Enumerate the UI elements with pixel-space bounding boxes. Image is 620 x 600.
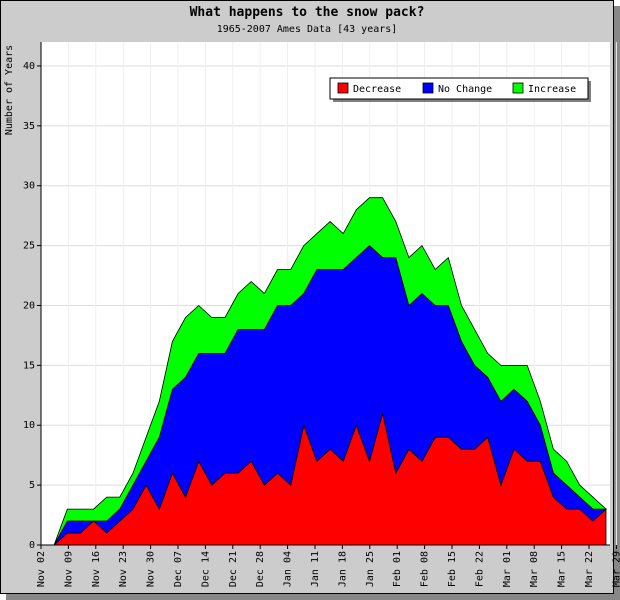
y-axis-label: Number of Years — [4, 45, 15, 135]
y-tick-label: 20 — [23, 300, 35, 311]
y-tick-label: 40 — [23, 61, 35, 72]
chart-subtitle: 1965-2007 Ames Data [43 years] — [216, 24, 398, 35]
x-tick-label: Jan 18 — [337, 551, 348, 587]
legend: Decrease No Change Increase — [329, 77, 591, 102]
x-tick-label: Nov 30 — [146, 551, 157, 587]
y-tick-label: 0 — [29, 540, 35, 551]
y-tick-label: 35 — [23, 121, 35, 132]
y-tick-label: 30 — [23, 181, 35, 192]
x-tick-label: Nov 09 — [63, 551, 74, 587]
x-tick-label: Feb 01 — [392, 551, 403, 587]
x-tick-label: Mar 01 — [502, 551, 513, 587]
x-tick-label: Dec 28 — [255, 551, 266, 587]
x-tick-label: Mar 08 — [529, 551, 540, 587]
x-tick-label: Feb 22 — [474, 551, 485, 587]
x-tick-label: Dec 07 — [173, 551, 184, 587]
legend-swatch — [512, 82, 524, 94]
legend-swatch — [422, 82, 434, 94]
y-tick-label: 10 — [23, 420, 35, 431]
chart-title: What happens to the snow pack? — [189, 5, 425, 20]
x-tick-label: Dec 14 — [200, 551, 211, 587]
legend-label: Decrease — [353, 84, 401, 95]
x-tick-label: Nov 02 — [36, 551, 47, 587]
legend-swatch — [337, 82, 349, 94]
area-series — [41, 197, 608, 546]
legend-label: Increase — [528, 84, 576, 95]
x-tick-label: Mar 29 — [611, 551, 620, 587]
y-tick-label: 25 — [23, 241, 35, 252]
x-tick-label: Mar 15 — [557, 551, 568, 587]
legend-box — [329, 77, 589, 100]
x-tick-label: Jan 04 — [283, 551, 294, 587]
x-tick-label: Mar 22 — [584, 551, 595, 587]
x-tick-label: Nov 16 — [91, 551, 102, 587]
series-area-increase — [41, 197, 608, 546]
x-tick-label: Dec 21 — [228, 551, 239, 587]
y-tick-label: 5 — [29, 480, 35, 491]
legend-label: No Change — [438, 84, 492, 95]
axes: 0 5 10 15 20 25 30 35 40 Nov 02 Nov 09 Nov 16 Nov 23… — [23, 42, 620, 587]
x-tick-label: Feb 08 — [420, 551, 431, 587]
x-tick-label: Nov 23 — [118, 551, 129, 587]
x-tick-label: Jan 25 — [365, 551, 376, 587]
x-tick-label: Jan 11 — [310, 551, 321, 587]
x-tick-label: Feb 15 — [447, 551, 458, 587]
y-tick-label: 15 — [23, 360, 35, 371]
